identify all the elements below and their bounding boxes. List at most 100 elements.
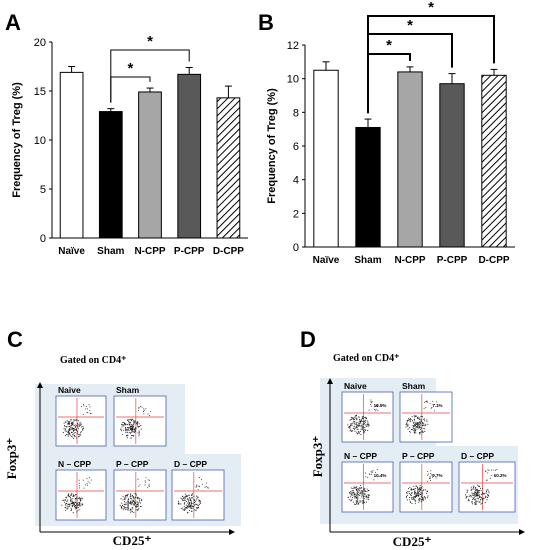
event-dot [360,485,362,487]
event-dot [418,490,420,492]
event-dot [377,475,379,477]
event-dot [418,494,420,496]
event-dot [477,490,479,492]
event-dot [133,504,136,506]
event-dot [375,410,377,412]
event-dot [186,496,188,498]
event-dot [184,508,186,510]
event-dot [426,493,428,495]
event-dot [74,495,76,497]
event-dot [73,429,76,431]
event-dot [121,507,123,509]
event-dot [474,502,476,504]
event-dot [70,500,72,502]
event-dot [128,509,130,511]
event-dot [350,500,352,502]
event-dot [361,417,363,419]
event-dot [414,499,416,501]
event-dot [361,421,363,423]
event-dot [356,427,358,429]
panel-letter-c: C [7,327,23,352]
event-dot [367,423,369,425]
event-dot [79,505,81,507]
event-dot [364,420,366,422]
event-dot [434,403,436,405]
event-dot [471,492,473,494]
event-dot [359,425,361,427]
event-dot [181,495,184,498]
event-dot [411,492,413,494]
event-dot [405,495,408,498]
event-dot [423,431,425,433]
event-dot [73,420,75,422]
event-dot [131,425,133,427]
event-dot [471,488,473,490]
event-dot [89,413,91,415]
event-dot [496,469,498,471]
event-dot [362,429,365,431]
event-dot [411,502,413,505]
event-dot [123,429,125,431]
event-dot [411,498,413,500]
event-dot [371,472,373,474]
event-dot [368,473,370,475]
event-dot [415,423,417,425]
event-dot [192,507,194,509]
bar-p-cpp [439,83,465,248]
event-dot [68,421,70,423]
event-dot [76,420,78,422]
event-dot [137,503,139,505]
event-dot [409,418,411,420]
event-dot [373,409,375,411]
event-dot [486,479,488,481]
event-dot [363,431,366,433]
event-dot [470,495,472,497]
event-dot [414,415,416,417]
event-dot [414,491,417,493]
event-dot [353,421,355,423]
event-dot [376,405,378,407]
event-dot [408,430,410,433]
event-dot [427,480,429,482]
event-dot [133,431,135,434]
event-dot [468,498,470,500]
event-dot [427,423,429,425]
event-dot [78,502,80,504]
event-dot [76,495,78,497]
event-dot [349,427,351,429]
significance-bracket [367,15,495,114]
event-dot [406,499,408,501]
y-tick-label: 2 [293,208,299,220]
event-dot [349,426,351,428]
event-dot [471,503,473,505]
event-dot [405,497,407,499]
event-dot [408,496,411,499]
plot-label: Naive [58,385,81,395]
event-dot [133,503,136,505]
event-dot [478,490,481,492]
event-dot [76,506,78,508]
event-dot [133,430,135,432]
event-dot [63,425,66,427]
event-dot [361,426,363,428]
event-dot [126,507,128,509]
event-dot [183,500,185,502]
category-label: N-CPP [394,255,425,266]
event-dot [129,496,132,498]
event-dot [74,500,76,502]
event-dot [184,493,186,495]
event-dot [72,434,74,436]
event-dot [422,423,424,425]
event-dot [193,496,195,498]
event-dot [136,422,138,424]
event-dot [485,471,487,473]
event-dot [420,420,422,422]
event-dot [73,425,75,427]
event-dot [126,424,128,426]
event-dot [355,487,357,489]
event-dot [483,497,485,499]
event-dot [70,508,72,510]
event-dot [417,426,419,428]
event-dot [352,427,354,429]
event-dot [362,423,364,425]
